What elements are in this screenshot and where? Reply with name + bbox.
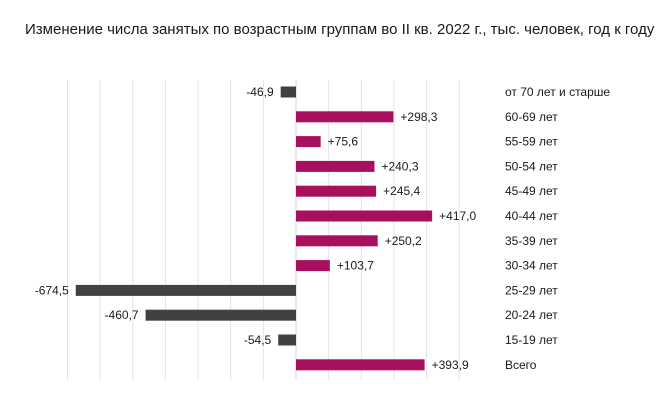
category-label: 55-59 лет bbox=[505, 135, 558, 149]
bar bbox=[145, 309, 296, 321]
data-label: -46,9 bbox=[246, 85, 274, 99]
category-label: 45-49 лет bbox=[505, 184, 558, 198]
category-label: от 70 лет и старше bbox=[505, 85, 610, 99]
data-label: +250,2 bbox=[385, 234, 422, 248]
data-label: -54,5 bbox=[244, 333, 272, 347]
data-label: +298,3 bbox=[400, 110, 437, 124]
data-label: -674,5 bbox=[35, 283, 69, 297]
data-label: +75,6 bbox=[328, 135, 359, 149]
category-label: 25-29 лет bbox=[505, 283, 558, 297]
bar bbox=[75, 284, 296, 296]
data-label: +393,9 bbox=[432, 358, 469, 372]
data-label: +417,0 bbox=[439, 209, 476, 223]
category-label: Всего bbox=[505, 358, 537, 372]
bar bbox=[296, 160, 375, 172]
data-label: -460,7 bbox=[105, 308, 139, 322]
bar bbox=[296, 210, 433, 222]
category-label: 40-44 лет bbox=[505, 209, 558, 223]
category-label: 20-24 лет bbox=[505, 308, 558, 322]
data-label: +240,3 bbox=[381, 159, 418, 173]
data-label: +103,7 bbox=[337, 259, 374, 273]
category-label: 30-34 лет bbox=[505, 259, 558, 273]
bar bbox=[296, 185, 377, 197]
bar bbox=[296, 260, 330, 272]
bar bbox=[296, 136, 321, 148]
category-label: 50-54 лет bbox=[505, 159, 558, 173]
bar bbox=[296, 235, 378, 247]
chart-title: Изменение числа занятых по возрастным гр… bbox=[25, 21, 655, 38]
bar bbox=[296, 359, 425, 371]
category-label: 60-69 лет bbox=[505, 110, 558, 124]
category-label: 35-39 лет bbox=[505, 234, 558, 248]
bar bbox=[278, 334, 296, 346]
bar bbox=[280, 86, 296, 98]
data-label: +245,4 bbox=[383, 184, 420, 198]
bar bbox=[296, 111, 394, 123]
category-label: 15-19 лет bbox=[505, 333, 558, 347]
